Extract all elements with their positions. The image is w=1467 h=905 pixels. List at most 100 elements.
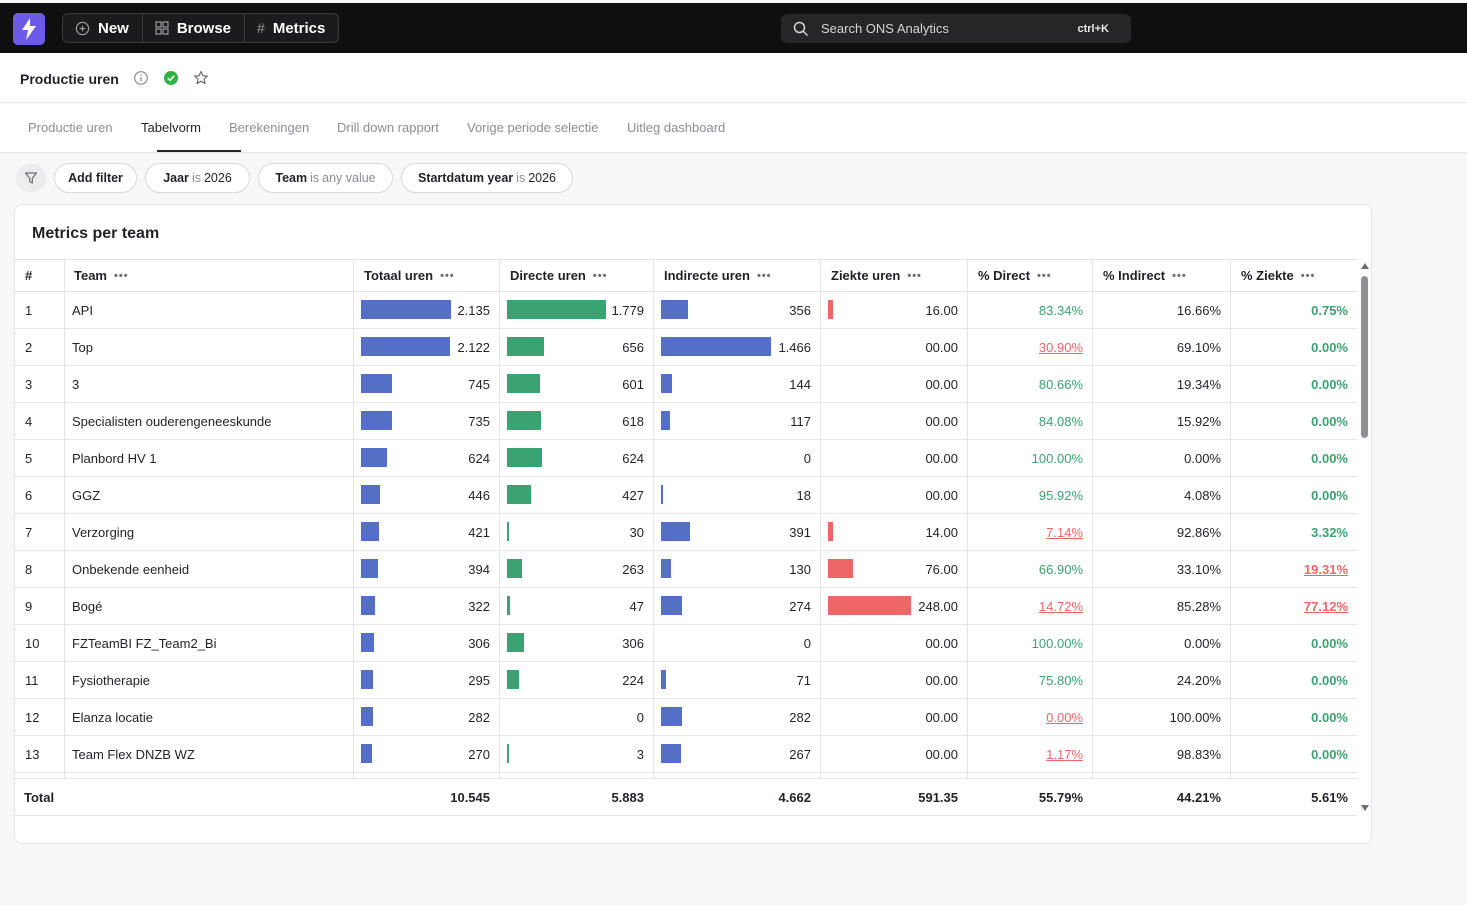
filter-chip-startdatum-year[interactable]: Startdatum year is 2026 <box>401 163 573 193</box>
scroll-down-arrow-icon[interactable] <box>1361 805 1369 811</box>
table-row[interactable]: 8 Onbekende eenheid 394 263 130 76.00 66.90% 33… <box>15 551 1357 588</box>
cell-n: 6 <box>15 477 64 513</box>
cell-pziekte: 0.00% <box>1230 662 1357 698</box>
cell-n: 13 <box>15 736 64 772</box>
filter-chip-jaar[interactable]: Jaar is 2026 <box>145 163 250 193</box>
total-indirect: 4.662 <box>653 779 820 816</box>
total-pziekte-value: 5.61% <box>1311 790 1348 805</box>
data-bar <box>661 374 672 393</box>
cell-pziekte-value: 0.00% <box>1311 672 1348 688</box>
cell-ziekte: 76.00 <box>820 551 967 587</box>
column-menu-icon[interactable]: ••• <box>1037 269 1052 282</box>
browse-button-label: Browse <box>176 19 232 37</box>
col-pct-indirect-header[interactable]: % Indirect ••• <box>1103 260 1187 291</box>
table-row[interactable]: 10 FZTeamBI FZ_Team2_Bi 306 306 0 00.00 100.00… <box>15 625 1357 662</box>
cell-pdirect-value: 30.90% <box>1038 339 1083 355</box>
cell-pziekte: 0.00% <box>1230 329 1357 365</box>
data-bar <box>661 559 671 578</box>
table-row[interactable]: 7 Verzorging 421 30 391 14.00 7.14% 92.86% 3.32% <box>15 514 1357 551</box>
cell-pziekte: 3.32% <box>1230 514 1357 550</box>
column-menu-icon[interactable]: ••• <box>114 269 129 282</box>
cell-pziekte-value: 3.32% <box>1311 524 1348 540</box>
col-directe-uren-header[interactable]: Directe uren ••• <box>510 260 607 291</box>
table-row[interactable]: 5 Planbord HV 1 624 624 0 00.00 100.00% 0.00% 0.… <box>15 440 1357 477</box>
total-ziekte-value: 591.35 <box>918 790 958 805</box>
cell-pindirect-value: 33.10% <box>1176 561 1221 577</box>
table-row[interactable]: 12 Elanza locatie 282 0 282 00.00 0.00% 100.00%… <box>15 699 1357 736</box>
tab-uitleg-dashboard[interactable]: Uitleg dashboard <box>627 120 726 135</box>
tab-drill-down-rapport[interactable]: Drill down rapport <box>337 120 439 135</box>
table-scrollbar[interactable] <box>1357 259 1371 817</box>
scroll-up-arrow-icon[interactable] <box>1361 263 1369 269</box>
table-row[interactable]: 1 API 2.135 1.779 356 16.00 83.34% 16.66% 0.75% <box>15 292 1357 329</box>
tab-productie-uren[interactable]: Productie uren <box>28 120 113 135</box>
cell-n: 10 <box>15 625 64 661</box>
add-filter-button[interactable]: Add filter <box>54 163 137 193</box>
column-menu-icon[interactable]: ••• <box>1172 269 1187 282</box>
total-pindirect: 44.21% <box>1092 779 1230 816</box>
col-team-header[interactable]: Team ••• <box>74 260 129 291</box>
data-bar <box>661 522 690 541</box>
col-ziekte-uren-header[interactable]: Ziekte uren ••• <box>831 260 922 291</box>
search-input[interactable]: Search ONS Analytics ctrl+K <box>781 14 1131 43</box>
cell-indirect: 274 <box>653 588 820 624</box>
cell-team-value: Onbekende eenheid <box>72 561 190 577</box>
col-indirecte-uren-header[interactable]: Indirecte uren ••• <box>664 260 772 291</box>
info-icon[interactable] <box>133 70 149 86</box>
cell-direct: 624 <box>499 440 653 476</box>
col-rank-header[interactable]: # <box>25 260 32 291</box>
table-row[interactable]: 9 Bogé 322 47 274 248.00 14.72% 85.28% 77.12% <box>15 588 1357 625</box>
filter-value: any value <box>322 171 376 185</box>
cell-n-value: 6 <box>25 487 33 503</box>
star-icon[interactable] <box>193 70 209 86</box>
data-bar <box>361 374 392 393</box>
scrollbar-thumb[interactable] <box>1361 276 1368 438</box>
table-row[interactable]: 4 Specialisten ouderengeneeskunde 735 618 11… <box>15 403 1357 440</box>
cell-ziekte-value: 14.00 <box>925 524 958 540</box>
filter-operator: is <box>310 171 320 185</box>
cell-pdirect: 14.72% <box>967 588 1092 624</box>
column-menu-icon[interactable]: ••• <box>592 269 608 282</box>
cell-team: Planbord HV 1 <box>64 440 353 476</box>
cell-pziekte: 77.12% <box>1230 588 1357 624</box>
cell-team-value: Fysiotherapie <box>72 672 151 688</box>
col-pct-ziekte-header[interactable]: % Ziekte ••• <box>1241 260 1315 291</box>
cell-pdirect-value: 14.72% <box>1038 598 1083 614</box>
filter-field: Startdatum year <box>417 171 514 185</box>
cell-team: Verzorging <box>64 514 353 550</box>
cell-direct: 3 <box>499 736 653 772</box>
total-label: Total <box>15 779 135 816</box>
cell-pziekte-value: 77.12% <box>1303 598 1348 614</box>
cell-team-value: Bogé <box>72 598 103 614</box>
table-row[interactable]: 6 GGZ 446 427 18 00.00 95.92% 4.08% 0.00% <box>15 477 1357 514</box>
table-row[interactable]: 11 Fysiotherapie 295 224 71 00.00 75.80% 24.20%… <box>15 662 1357 699</box>
filter-chip-team[interactable]: Team is any value <box>258 163 393 193</box>
tab-vorige-periode-selectie[interactable]: Vorige periode selectie <box>467 120 599 135</box>
total-indirect-value: 4.662 <box>778 790 811 805</box>
table-row[interactable]: 3 3 745 601 144 00.00 80.66% 19.34% 0.00% <box>15 366 1357 403</box>
cell-direct: 0 <box>499 699 653 735</box>
col-rank-title: # <box>25 268 33 283</box>
browse-button[interactable]: Browse <box>143 14 246 42</box>
table-body[interactable]: 1 API 2.135 1.779 356 16.00 83.34% 16.66% 0.75% 2… <box>15 292 1357 777</box>
new-button-label: New <box>98 19 129 37</box>
new-button[interactable]: New <box>63 14 143 42</box>
col-pct-direct-header[interactable]: % Direct ••• <box>978 260 1052 291</box>
cell-totaal-value: 2.122 <box>457 339 490 355</box>
col-totaal-uren-header[interactable]: Totaal uren ••• <box>364 260 455 291</box>
column-menu-icon[interactable]: ••• <box>1300 269 1316 282</box>
cell-pdirect-value: 80.66% <box>1038 376 1083 392</box>
table-row[interactable]: 13 Team Flex DNZB WZ 270 3 267 00.00 1.17% 98.8… <box>15 736 1357 773</box>
app-logo-lightning-icon[interactable] <box>13 13 45 45</box>
column-menu-icon[interactable]: ••• <box>440 269 455 282</box>
cell-pdirect: 75.80% <box>967 662 1092 698</box>
filter-icon[interactable] <box>16 164 46 192</box>
dashboard-header: Productie uren <box>0 53 1467 103</box>
metrics-button[interactable]: # Metrics <box>245 14 338 42</box>
column-menu-icon[interactable]: ••• <box>756 269 772 282</box>
column-menu-icon[interactable]: ••• <box>907 269 922 282</box>
table-row[interactable]: 2 Top 2.122 656 1.466 00.00 30.90% 69.10% 0.00% <box>15 329 1357 366</box>
tab-tabelvorm[interactable]: Tabelvorm <box>141 120 201 135</box>
tab-berekeningen[interactable]: Berekeningen <box>229 120 310 135</box>
data-bar <box>361 559 378 578</box>
